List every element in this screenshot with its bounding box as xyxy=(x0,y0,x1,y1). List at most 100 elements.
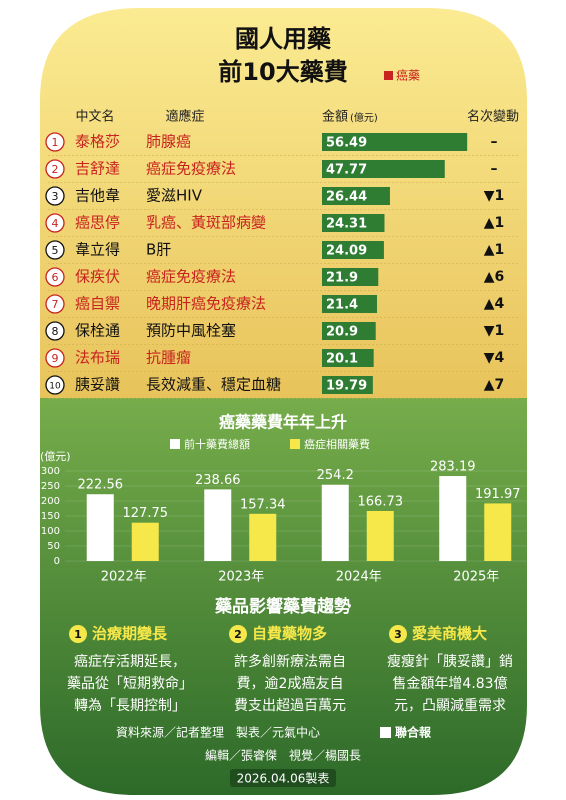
value-label: 191.97 xyxy=(475,487,521,502)
rank: 4 xyxy=(52,217,59,230)
indication: 肺腺癌 xyxy=(146,133,191,151)
drug-name: 韋立得 xyxy=(75,241,120,259)
rank-circle xyxy=(45,321,65,341)
trend-text: 費，逾2成癌友自 xyxy=(237,676,344,692)
amount-bar xyxy=(322,349,374,367)
rank: 3 xyxy=(52,190,59,203)
bar xyxy=(86,494,114,561)
logo-mark xyxy=(380,727,391,738)
drug-name: 胰妥讚 xyxy=(75,376,120,394)
x-tick-label: 2024年 xyxy=(336,570,382,585)
rank-change: ▼1 xyxy=(484,323,505,339)
trend-heading: 自費藥物多 xyxy=(252,625,327,643)
indication: 長效減重、穩定血糖 xyxy=(146,376,281,394)
amount-bar xyxy=(322,295,377,313)
y-tick-label: 100 xyxy=(41,526,60,537)
value-label: 166.73 xyxy=(358,494,404,509)
x-tick-label: 2022年 xyxy=(101,570,147,585)
rank-circle xyxy=(45,213,65,233)
column-header: 適應症 xyxy=(165,109,204,125)
bar xyxy=(439,476,467,561)
drug-name: 泰格莎 xyxy=(75,133,120,151)
rank: 8 xyxy=(52,325,59,338)
rank-circle xyxy=(45,132,65,152)
indication: 愛滋HIV xyxy=(146,187,203,205)
trend-text: 許多創新療法需自 xyxy=(234,653,346,670)
value-label: 238.66 xyxy=(195,473,241,488)
y-axis-label: (億元) xyxy=(40,450,71,463)
amount: 19.79 xyxy=(326,379,367,394)
legend-label: 癌症相關藥費 xyxy=(304,437,370,451)
title: 前10大藥費 xyxy=(218,58,347,86)
amount: 56.49 xyxy=(326,136,367,151)
rank-change: ▲6 xyxy=(484,269,505,285)
logo: 聯合報 xyxy=(395,725,432,740)
trend-text: 藥品從「短期救命」 xyxy=(67,675,193,692)
section-title: 藥品影響藥費趨勢 xyxy=(214,596,351,617)
amount-bar xyxy=(322,376,373,394)
trend-number-badge xyxy=(229,625,247,643)
y-tick-label: 250 xyxy=(41,481,60,492)
indication: B肝 xyxy=(146,241,171,259)
bar xyxy=(131,522,159,561)
rank-circle xyxy=(45,375,65,395)
bar xyxy=(204,489,232,561)
rank: 10 xyxy=(49,382,61,392)
legend-swatch xyxy=(170,439,180,449)
value-label: 127.75 xyxy=(123,506,169,521)
title: 國人用藥 xyxy=(235,25,332,53)
drug-name: 吉舒達 xyxy=(75,160,120,178)
amount-bar xyxy=(322,322,376,340)
value-label: 222.56 xyxy=(78,478,124,493)
drug-name: 法布瑞 xyxy=(75,349,120,367)
trend-text: 轉為「長期控制」 xyxy=(74,698,186,714)
bar xyxy=(321,484,349,561)
rank: 1 xyxy=(52,136,59,149)
drug-name: 癌思停 xyxy=(75,214,120,232)
y-tick-label: 0 xyxy=(54,556,60,567)
rank: 2 xyxy=(52,163,59,176)
column-header: 中文名 xyxy=(75,109,114,125)
legend-label: 癌藥 xyxy=(396,68,420,83)
rank-change: ▲1 xyxy=(484,215,505,231)
trend-heading: 治療期變長 xyxy=(92,625,168,643)
rank-circle xyxy=(45,294,65,314)
trend-number-badge xyxy=(69,625,87,643)
value-label: 254.2 xyxy=(317,468,354,483)
credits: 編輯／張睿傑 視覺／楊國長 xyxy=(205,748,361,763)
amount: 20.1 xyxy=(326,352,358,367)
indication: 癌症免疫療法 xyxy=(146,268,236,286)
chart-title: 癌藥藥費年年上升 xyxy=(219,413,347,432)
amount-bar xyxy=(322,241,384,259)
rank-change: – xyxy=(491,134,498,150)
indication: 乳癌、黃斑部病變 xyxy=(146,214,266,232)
amount-bar xyxy=(322,187,390,205)
value-label: 283.19 xyxy=(430,460,476,475)
amount: 26.44 xyxy=(326,190,367,205)
amount-bar xyxy=(322,268,379,286)
trend-number: 1 xyxy=(74,628,82,641)
trend-text: 癌症存活期延長， xyxy=(74,654,186,670)
bar xyxy=(484,503,512,561)
amount: 21.9 xyxy=(326,271,358,286)
amount: 24.09 xyxy=(326,244,367,259)
trend-heading: 愛美商機大 xyxy=(412,625,487,643)
rank-circle xyxy=(45,240,65,260)
rank: 9 xyxy=(52,352,59,365)
rank: 7 xyxy=(52,298,59,311)
x-tick-label: 2025年 xyxy=(453,570,499,585)
indication: 預防中風栓塞 xyxy=(146,322,236,340)
rank: 6 xyxy=(52,271,59,284)
bar xyxy=(366,510,394,561)
y-tick-label: 200 xyxy=(41,496,60,507)
indication: 癌症免疫療法 xyxy=(146,160,236,178)
drug-name: 吉他韋 xyxy=(75,187,120,205)
rank-circle xyxy=(45,159,65,179)
amount: 24.31 xyxy=(326,217,367,232)
amount: 47.77 xyxy=(326,163,367,178)
drug-name: 保疾伏 xyxy=(75,268,120,286)
value-label: 157.34 xyxy=(240,497,286,512)
indication: 抗腫瘤 xyxy=(146,349,191,367)
rank-circle xyxy=(45,186,65,206)
